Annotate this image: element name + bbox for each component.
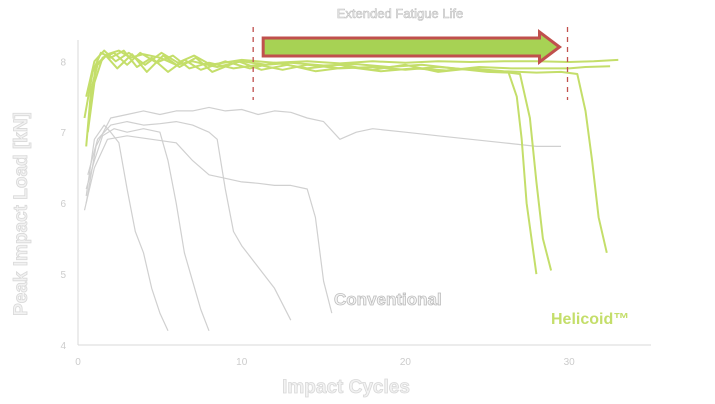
ticks-layer: 0 10 20 30 4 5 6 7 8 <box>60 57 575 368</box>
x-axis-title: Impact Cycles <box>282 377 410 398</box>
y-tick-label: 8 <box>60 57 66 68</box>
helicoid-series-line <box>88 53 611 112</box>
extended-life-arrow <box>261 29 563 65</box>
conventional-series-line <box>85 106 561 204</box>
conventional-series-line <box>85 124 169 332</box>
helicoid-series-line <box>86 51 553 271</box>
conventional-label: Conventional <box>334 290 442 309</box>
y-tick-label: 7 <box>60 128 66 139</box>
y-tick-label: 5 <box>60 270 66 281</box>
y-tick-label: 4 <box>60 341 66 352</box>
helicoid-label: Helicoid™ <box>551 311 629 328</box>
x-tick-label: 0 <box>75 357 81 368</box>
series-layer <box>83 49 619 332</box>
x-tick-label: 30 <box>564 357 576 368</box>
helicoid-series-line <box>85 49 538 275</box>
conventional-series-line <box>87 120 292 321</box>
y-axis-title: Peak Impact Load [kN] <box>11 112 32 316</box>
conventional-series-line <box>85 128 210 332</box>
x-tick-label: 10 <box>236 357 248 368</box>
annotation-layer: Extended Fatigue Life <box>252 6 569 100</box>
conventional-series-line <box>83 135 333 314</box>
y-tick-label: 6 <box>60 199 66 210</box>
axes-layer <box>77 40 651 346</box>
helicoid-series-line <box>85 49 619 97</box>
annotation-title: Extended Fatigue Life <box>337 6 463 21</box>
x-tick-label: 20 <box>400 357 412 368</box>
